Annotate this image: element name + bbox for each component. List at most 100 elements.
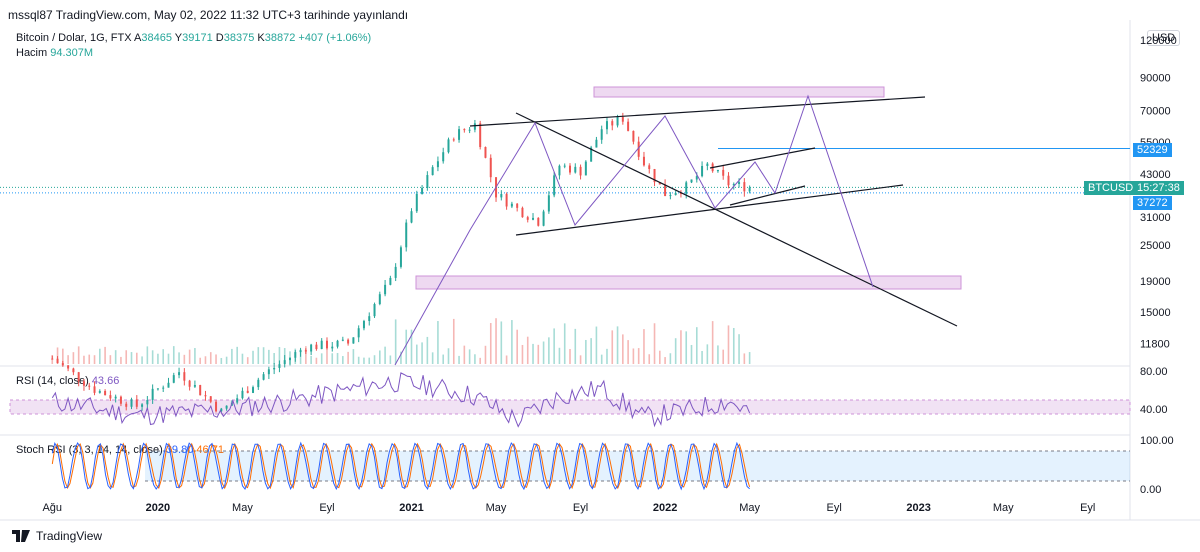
volume-bar — [135, 352, 138, 364]
candle-body — [489, 157, 492, 178]
candle-body — [61, 363, 64, 366]
candle-body — [431, 167, 434, 176]
volume-bar — [141, 356, 143, 364]
candle-body — [590, 147, 593, 162]
rsi-tick-label: 40.00 — [1140, 404, 1168, 416]
tradingview-footer[interactable]: TradingView — [12, 529, 102, 543]
volume-bar — [157, 353, 159, 364]
volume-bar — [77, 346, 80, 364]
volume-bar — [537, 344, 540, 364]
candle-body — [178, 372, 181, 376]
volume-bar — [320, 353, 323, 364]
volume-bar — [595, 326, 598, 364]
low-value: 38375 — [223, 32, 255, 44]
candle-body — [162, 387, 165, 389]
volume-label: Hacim — [16, 47, 48, 59]
stoch-tick-label: 100.00 — [1140, 435, 1174, 447]
volume-value: 94.307M — [50, 47, 94, 59]
stoch-label: Stoch RSI (3, 3, 14, 14, close) — [16, 444, 163, 456]
candle-body — [495, 177, 498, 198]
volume-bar — [526, 336, 529, 364]
candle-body — [521, 207, 524, 218]
support-zone — [415, 275, 962, 290]
candle-body — [479, 123, 482, 148]
volume-bar — [553, 328, 555, 364]
volume-bar — [558, 347, 561, 364]
stoch-legend[interactable]: Stoch RSI (3, 3, 14, 14, close) 39.80 46… — [16, 444, 224, 456]
rsi-tick-label: 80.00 — [1140, 366, 1168, 378]
volume-bar — [373, 355, 376, 364]
volume-bar — [606, 348, 608, 364]
volume-bar — [748, 352, 751, 364]
candle-body — [664, 184, 667, 197]
candle-body — [135, 399, 138, 407]
trend-line — [729, 185, 806, 206]
volume-bar — [574, 328, 577, 364]
rsi-legend[interactable]: RSI (14, close) 43.66 — [16, 375, 119, 387]
candle-body — [669, 195, 672, 197]
volume-bar — [405, 329, 408, 364]
volume-bar — [125, 350, 128, 364]
volume-bar — [532, 343, 534, 364]
currency-button[interactable]: USD — [1147, 30, 1181, 46]
price-tick-label: 70000 — [1140, 105, 1171, 117]
volume-bar — [738, 334, 740, 364]
candle-body — [220, 408, 223, 412]
candle-body — [711, 163, 714, 172]
volume-bar — [299, 349, 302, 364]
candle-body — [299, 350, 302, 353]
volume-bar — [178, 352, 180, 364]
candle-body — [199, 385, 202, 396]
symbol-legend[interactable]: Bitcoin / Dolar, 1G, FTX A38465 Y39171 D… — [16, 32, 371, 44]
volume-bar — [426, 336, 429, 364]
candle-body — [679, 193, 682, 195]
candle-body — [563, 165, 566, 167]
volume-legend[interactable]: Hacim 94.307M — [16, 47, 93, 59]
candle-body — [505, 194, 508, 207]
price-tick-label: 90000 — [1140, 73, 1171, 85]
volume-bar — [225, 356, 228, 364]
candle-body — [510, 203, 513, 207]
candle-body — [600, 129, 603, 140]
volume-bar — [458, 355, 460, 364]
volume-bar — [563, 323, 566, 364]
time-tick-label: May — [232, 502, 253, 514]
candle-body — [325, 340, 328, 349]
volume-bar — [431, 352, 434, 364]
volume-bar — [410, 329, 413, 364]
indicator-lines — [51, 372, 751, 491]
rsi-band — [9, 399, 1131, 415]
volume-bar — [659, 350, 661, 364]
rsi-label: RSI (14, close) — [16, 375, 89, 387]
candle-body — [621, 116, 624, 122]
volume-bar — [162, 349, 165, 364]
low-label: D — [215, 32, 224, 44]
volume-bar — [146, 346, 149, 364]
brand-name: TradingView — [36, 529, 103, 543]
publish-header: mssql87 TradingView.com, May 02, 2022 11… — [8, 8, 409, 22]
time-tick-label: May — [486, 502, 507, 514]
ticker-tag: BTCUSD — [1084, 181, 1134, 195]
volume-bar — [711, 321, 714, 364]
candle-body — [72, 368, 75, 373]
volume-bar — [479, 357, 481, 364]
volume-bar — [585, 339, 587, 364]
volume-bar — [685, 331, 688, 364]
volume-bar — [415, 344, 418, 364]
candle-body — [452, 139, 455, 141]
volume-bar — [220, 357, 223, 364]
volume-bar — [579, 355, 582, 364]
indicator-bands — [9, 399, 1131, 482]
volume-bar — [56, 347, 59, 364]
stoch-band — [145, 451, 1130, 481]
candle-body — [267, 369, 270, 375]
volume-bar — [384, 346, 386, 364]
candle-body — [442, 152, 445, 162]
volume-bar — [241, 353, 244, 364]
candle-body — [394, 266, 397, 278]
candle-body — [273, 367, 276, 370]
volume-bar — [627, 340, 629, 364]
volume-bar — [252, 350, 254, 364]
volume-bar — [93, 355, 96, 364]
